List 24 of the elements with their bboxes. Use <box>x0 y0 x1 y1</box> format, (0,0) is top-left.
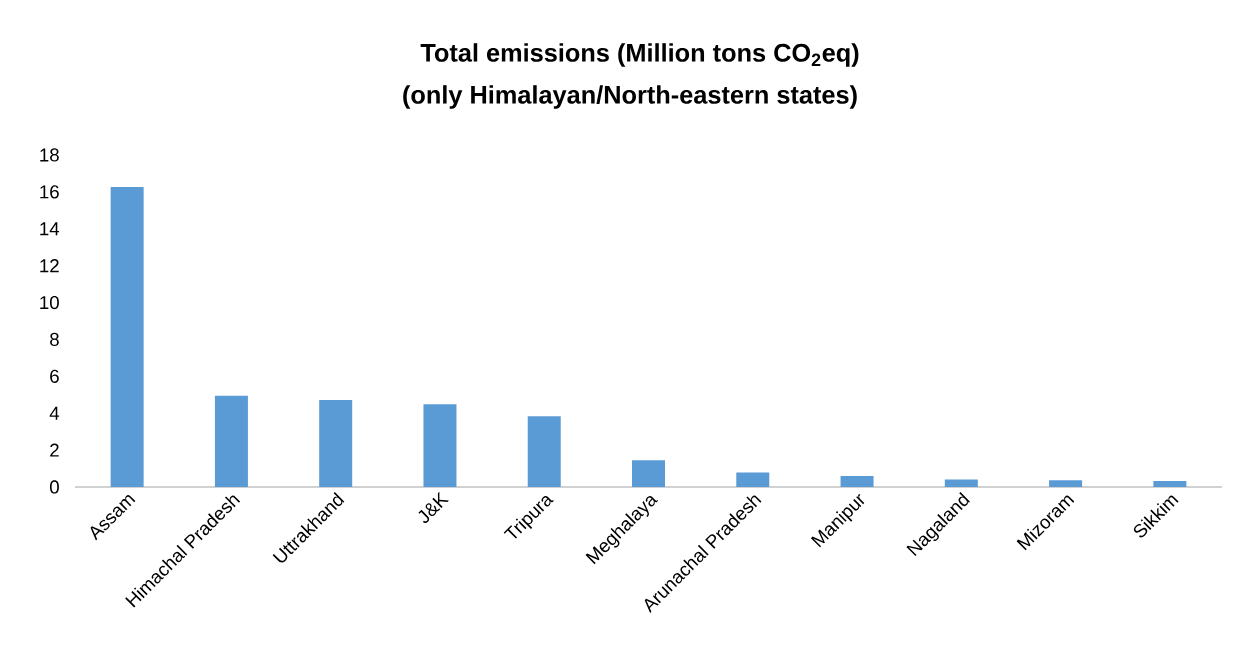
chart-subtitle: (only Himalayan/North-eastern states) <box>403 85 857 109</box>
bar <box>1153 480 1187 487</box>
y-tick-label: 18 <box>40 148 59 162</box>
y-tick-label: 10 <box>40 295 59 310</box>
bar <box>1049 480 1083 487</box>
y-tick-label: 12 <box>40 259 59 273</box>
bar <box>840 476 874 487</box>
chart-title: Total emissions (Million tons CO$_{2}$eq) <box>420 43 859 67</box>
bar <box>632 460 666 487</box>
y-tick-label: 0 <box>49 480 59 494</box>
y-tick-label: 4 <box>49 406 60 420</box>
y-tick-label: 16 <box>40 185 59 199</box>
bar <box>214 395 248 487</box>
y-tick-label: 8 <box>50 332 59 347</box>
bar <box>944 479 978 487</box>
bar <box>110 186 144 487</box>
bar <box>319 400 353 487</box>
bar <box>527 416 561 487</box>
x-tick-label: J&K <box>418 491 449 523</box>
y-tick-label: 2 <box>50 443 59 457</box>
y-tick-label: 6 <box>50 369 59 383</box>
y-tick-label: 14 <box>40 222 60 236</box>
bar <box>423 404 457 487</box>
bar <box>736 472 770 487</box>
